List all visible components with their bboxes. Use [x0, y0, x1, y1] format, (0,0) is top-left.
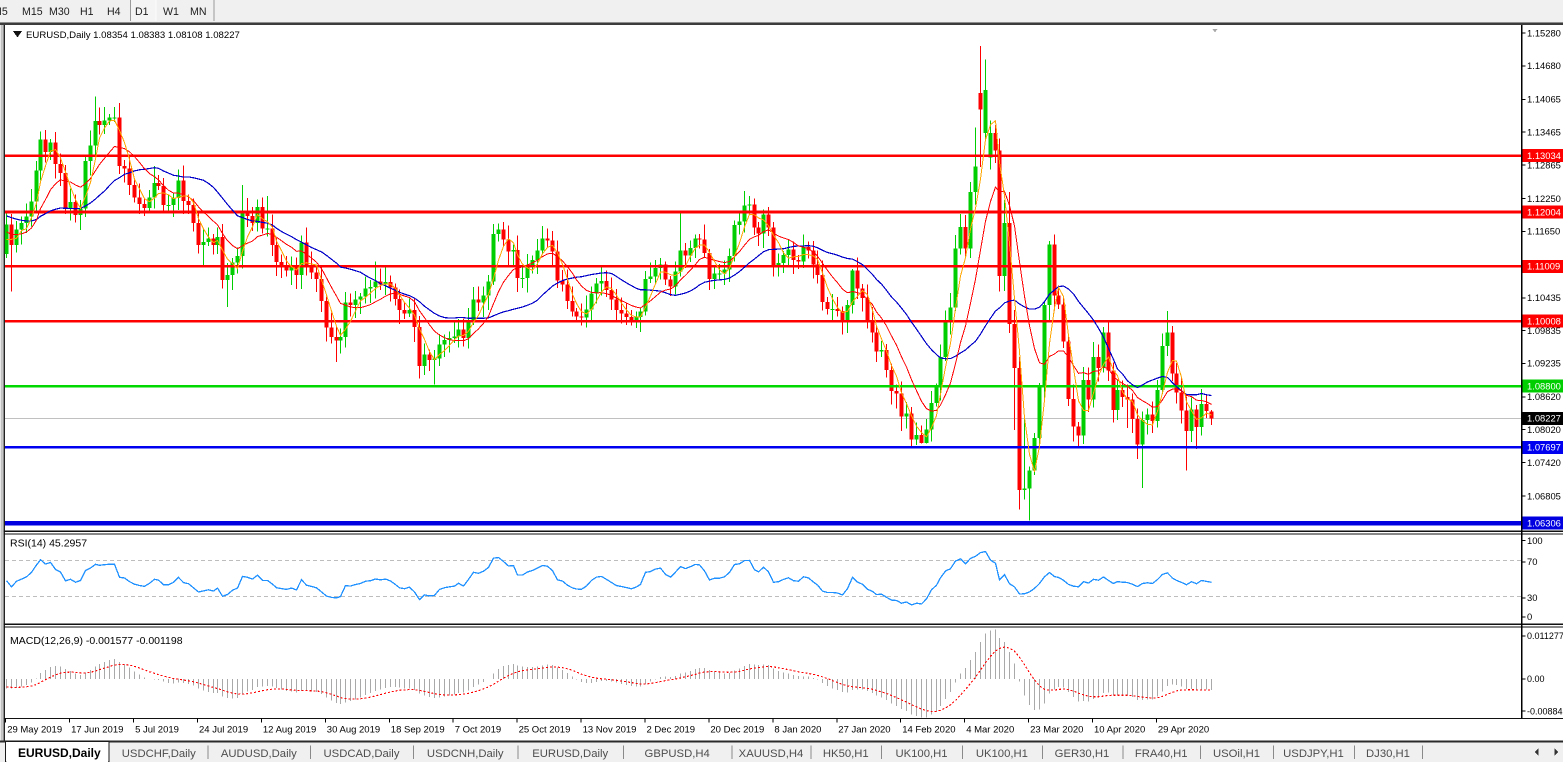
svg-text:100: 100 [1527, 535, 1543, 546]
svg-text:MACD(12,26,9) -0.001577 -0.001: MACD(12,26,9) -0.001577 -0.001198 [10, 635, 183, 647]
svg-text:1.07697: 1.07697 [1527, 442, 1561, 453]
svg-text:UK100,H1: UK100,H1 [895, 748, 947, 760]
svg-text:USDCNH,Daily: USDCNH,Daily [427, 748, 504, 760]
svg-text:0: 0 [1527, 611, 1532, 622]
svg-text:18 Sep 2019: 18 Sep 2019 [391, 725, 445, 736]
svg-text:0.00: 0.00 [1527, 674, 1545, 684]
svg-text:1.12250: 1.12250 [1527, 193, 1561, 204]
svg-text:UK100,H1: UK100,H1 [976, 748, 1028, 760]
svg-text:13 Nov 2019: 13 Nov 2019 [583, 725, 637, 736]
svg-text:1.15280: 1.15280 [1527, 27, 1561, 38]
svg-text:24 Jul 2019: 24 Jul 2019 [199, 725, 248, 736]
svg-text:USDCAD,Daily: USDCAD,Daily [324, 748, 400, 760]
svg-text:30 Aug 2019: 30 Aug 2019 [327, 725, 380, 736]
svg-text:17 Jun 2019: 17 Jun 2019 [71, 725, 123, 736]
svg-text:5 Jul 2019: 5 Jul 2019 [135, 725, 179, 736]
svg-text:USDCHF,Daily: USDCHF,Daily [122, 748, 196, 760]
svg-text:1.12865: 1.12865 [1527, 159, 1561, 170]
svg-text:1.08227: 1.08227 [1527, 413, 1561, 424]
svg-text:10 Apr 2020: 10 Apr 2020 [1094, 725, 1145, 736]
svg-text:DJ30,H1: DJ30,H1 [1366, 748, 1410, 760]
svg-text:29 Apr 2020: 29 Apr 2020 [1158, 725, 1209, 736]
svg-text:H4: H4 [107, 6, 121, 18]
svg-text:29 May 2019: 29 May 2019 [7, 725, 62, 736]
svg-text:1.09835: 1.09835 [1527, 325, 1561, 336]
svg-text:0.011277: 0.011277 [1527, 631, 1563, 641]
svg-text:GBPUSD,H4: GBPUSD,H4 [645, 748, 710, 760]
svg-text:27 Jan 2020: 27 Jan 2020 [838, 725, 890, 736]
svg-text:1.13034: 1.13034 [1527, 150, 1561, 161]
svg-text:23 Mar 2020: 23 Mar 2020 [1030, 725, 1083, 736]
svg-text:M15: M15 [22, 6, 43, 18]
svg-text:GER30,H1: GER30,H1 [1055, 748, 1110, 760]
svg-text:FRA40,H1: FRA40,H1 [1135, 748, 1188, 760]
svg-text:1.06306: 1.06306 [1527, 518, 1561, 529]
svg-text:H1: H1 [80, 6, 94, 18]
svg-text:4 Mar 2020: 4 Mar 2020 [966, 725, 1014, 736]
svg-text:MN: MN [190, 6, 206, 18]
svg-text:1.10435: 1.10435 [1527, 292, 1561, 303]
svg-text:12 Aug 2019: 12 Aug 2019 [263, 725, 316, 736]
svg-text:1.08800: 1.08800 [1527, 381, 1561, 392]
svg-text:D1: D1 [135, 6, 149, 18]
svg-text:70: 70 [1527, 556, 1537, 567]
svg-text:2 Dec 2019: 2 Dec 2019 [647, 725, 696, 736]
svg-text:EURUSD,Daily 1.08354 1.08383: EURUSD,Daily 1.08354 1.08383 1.08108 1.0… [26, 30, 240, 41]
svg-text:14 Feb 2020: 14 Feb 2020 [902, 725, 955, 736]
svg-text:8 Jan 2020: 8 Jan 2020 [774, 725, 821, 736]
svg-text:30: 30 [1527, 592, 1537, 603]
svg-text:1.14065: 1.14065 [1527, 94, 1561, 105]
svg-text:RSI(14) 45.2957: RSI(14) 45.2957 [10, 538, 87, 550]
svg-text:EURUSD,Daily: EURUSD,Daily [18, 746, 101, 760]
svg-text:M5: M5 [0, 6, 8, 18]
svg-text:1.11009: 1.11009 [1527, 261, 1560, 272]
svg-text:EURUSD,Daily: EURUSD,Daily [532, 748, 608, 760]
svg-text:1.14680: 1.14680 [1527, 60, 1561, 71]
svg-text:1.13465: 1.13465 [1527, 127, 1561, 138]
svg-text:1.06805: 1.06805 [1527, 490, 1561, 501]
svg-text:1.09235: 1.09235 [1527, 358, 1561, 369]
svg-text:AUDUSD,Daily: AUDUSD,Daily [221, 748, 297, 760]
svg-text:25 Oct 2019: 25 Oct 2019 [519, 725, 571, 736]
svg-text:1.12004: 1.12004 [1527, 206, 1561, 217]
svg-text:W1: W1 [163, 6, 179, 18]
svg-text:1.08020: 1.08020 [1527, 424, 1561, 435]
svg-text:HK50,H1: HK50,H1 [823, 748, 869, 760]
svg-text:7 Oct 2019: 7 Oct 2019 [455, 725, 501, 736]
svg-text:1.11650: 1.11650 [1527, 226, 1560, 237]
svg-text:M30: M30 [49, 6, 70, 18]
svg-text:-0.008845: -0.008845 [1527, 706, 1563, 716]
svg-text:XAUUSD,H4: XAUUSD,H4 [739, 748, 804, 760]
svg-text:1.10008: 1.10008 [1527, 315, 1561, 326]
svg-text:20 Dec 2019: 20 Dec 2019 [710, 725, 764, 736]
svg-text:1.08620: 1.08620 [1527, 391, 1561, 402]
svg-text:1.07420: 1.07420 [1527, 457, 1561, 468]
svg-text:USOil,H1: USOil,H1 [1213, 748, 1260, 760]
svg-text:USDJPY,H1: USDJPY,H1 [1283, 748, 1344, 760]
